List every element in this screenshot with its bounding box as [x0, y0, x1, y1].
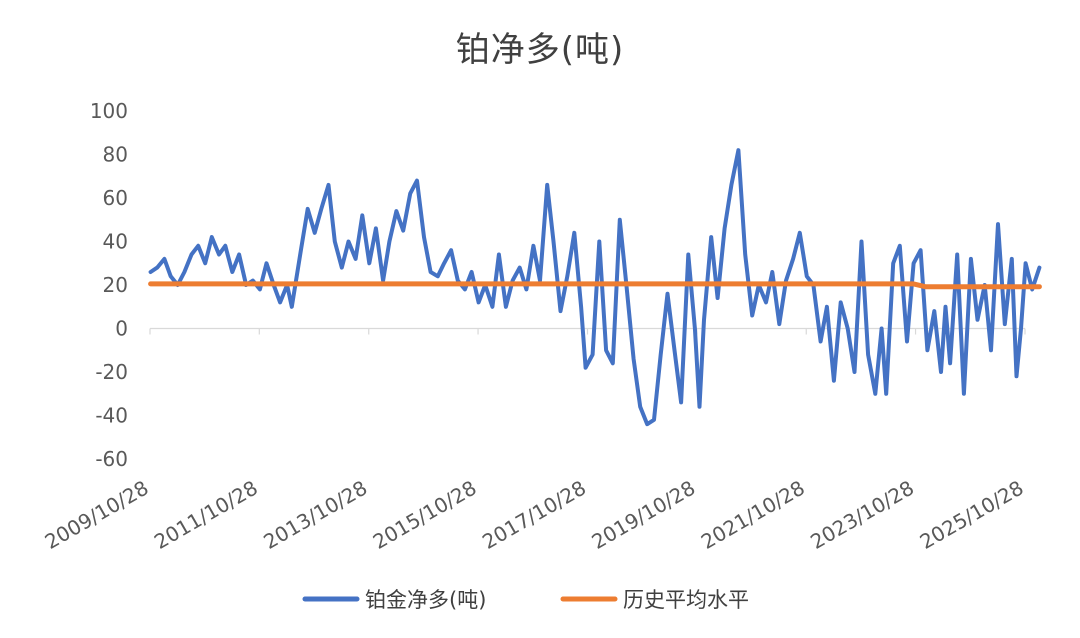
x-tick-label-4: 2017/10/28	[478, 476, 590, 554]
y-tick-label-3: 40	[103, 230, 128, 254]
x-tick-label-2: 2013/10/28	[259, 476, 371, 554]
series-line-1	[148, 281, 1042, 290]
y-tick-label-6: -20	[95, 360, 128, 384]
x-tick-label-7: 2023/10/28	[806, 476, 918, 554]
y-tick-label-1: 80	[103, 143, 128, 167]
legend-label-1: 历史平均水平	[623, 588, 749, 612]
x-tick-label-6: 2021/10/28	[697, 476, 809, 554]
y-tick-label-5: 0	[115, 317, 128, 341]
x-tick-label-5: 2019/10/28	[587, 476, 699, 554]
y-tick-label-8: -60	[95, 447, 128, 471]
y-tick-label-4: 20	[103, 273, 128, 297]
legend-label-0: 铂金净多(吨)	[365, 588, 486, 612]
y-tick-label-0: 100	[90, 99, 128, 123]
y-tick-label-2: 60	[103, 186, 128, 210]
x-tick-label-0: 2009/10/28	[41, 476, 153, 554]
series-line-0	[148, 148, 1042, 427]
x-tick-label-8: 2025/10/28	[916, 476, 1028, 554]
x-tick-label-3: 2015/10/28	[369, 476, 481, 554]
chart-title: 铂净多(吨)	[455, 30, 625, 70]
y-tick-label-7: -40	[95, 404, 128, 428]
x-tick-label-1: 2011/10/28	[150, 476, 262, 554]
